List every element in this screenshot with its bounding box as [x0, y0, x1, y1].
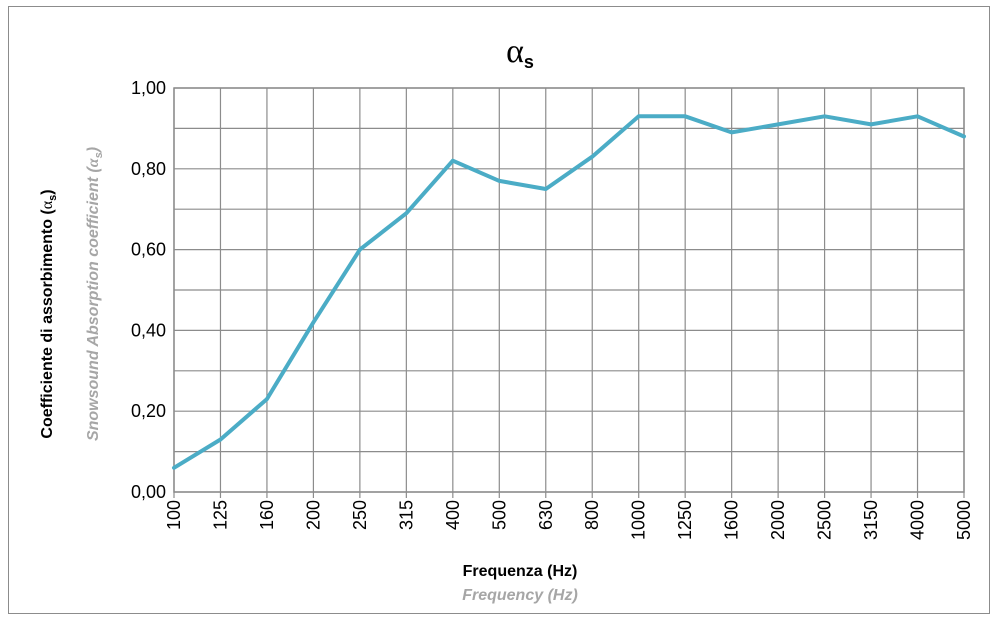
- x-tick-label: 125: [210, 500, 230, 530]
- y-tick-label: 0,00: [131, 482, 166, 502]
- y-tick-label: 0,80: [131, 159, 166, 179]
- x-tick-label: 100: [164, 500, 184, 530]
- plot-area-border: [173, 87, 965, 493]
- x-tick-labels: 100 125 160 200 250 315 400 500 630 800 1000 1250 16…: [164, 500, 974, 540]
- y-tick-label: 1,00: [131, 78, 166, 98]
- x-tick-label: 315: [396, 500, 416, 530]
- x-tick-label: 2500: [815, 500, 835, 540]
- y-tick-label: 0,40: [131, 320, 166, 340]
- y-tick-labels: 0,00 0,20 0,40 0,60 0,80 1,00: [131, 78, 166, 502]
- x-tick-label: 630: [536, 500, 556, 530]
- y-tick-label: 0,60: [131, 240, 166, 260]
- y-axis-label-secondary: Snowsound Absorption coefficient (αs): [85, 147, 105, 441]
- x-tick-label: 200: [303, 500, 323, 530]
- x-tick-label: 3150: [861, 500, 881, 540]
- x-tick-label: 250: [350, 500, 370, 530]
- x-tick-label: 500: [489, 500, 509, 530]
- x-tick-label: 1000: [629, 500, 649, 540]
- series-line: [172, 114, 966, 470]
- x-tick-label: 2000: [768, 500, 788, 540]
- x-tick-label: 5000: [954, 500, 974, 540]
- y-axis-label: Coefficiente di assorbimento (αs): [39, 189, 59, 438]
- chart-title: αs: [506, 33, 534, 72]
- x-tick-label: 800: [582, 500, 602, 530]
- x-tick-label: 4000: [908, 500, 928, 540]
- x-tick-label: 160: [257, 500, 277, 530]
- x-tick-label: 400: [443, 500, 463, 530]
- x-tick-label: 1250: [675, 500, 695, 540]
- y-tick-label: 0,20: [131, 401, 166, 421]
- grid: [173, 87, 965, 498]
- x-axis-label-secondary: Frequency (Hz): [462, 587, 578, 604]
- x-tick-label: 1600: [722, 500, 742, 540]
- series: [172, 114, 966, 470]
- x-axis-label: Frequenza (Hz): [463, 563, 578, 580]
